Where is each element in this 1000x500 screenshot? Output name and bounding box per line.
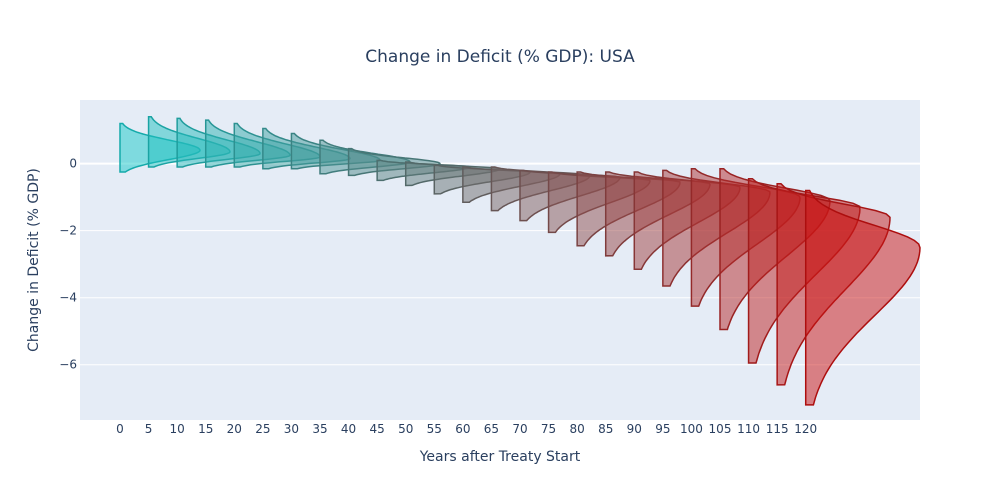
x-tick-label: 35 bbox=[312, 422, 327, 436]
y-tick-label: −2 bbox=[59, 224, 77, 238]
y-tick-label: −4 bbox=[59, 291, 77, 305]
violins bbox=[119, 115, 921, 406]
y-tick-label: 0 bbox=[69, 157, 77, 171]
x-tick-label: 15 bbox=[198, 422, 213, 436]
x-tick-label: 110 bbox=[737, 422, 760, 436]
x-tick-label: 60 bbox=[455, 422, 470, 436]
x-tick-label: 75 bbox=[541, 422, 556, 436]
x-tick-label: 0 bbox=[116, 422, 124, 436]
x-tick-label: 115 bbox=[766, 422, 789, 436]
x-tick-label: 55 bbox=[427, 422, 442, 436]
x-tick-label: 25 bbox=[255, 422, 270, 436]
x-tick-label: 95 bbox=[655, 422, 670, 436]
x-tick-label: 10 bbox=[170, 422, 185, 436]
x-tick-label: 100 bbox=[680, 422, 703, 436]
chart-title: Change in Deficit (% GDP): USA bbox=[365, 47, 635, 67]
x-tick-label: 105 bbox=[709, 422, 732, 436]
x-tick-label: 5 bbox=[145, 422, 153, 436]
x-tick-label: 85 bbox=[598, 422, 613, 436]
violin-120 bbox=[804, 189, 921, 406]
y-tick-labels: 0 −2 −4 −6 bbox=[59, 157, 77, 372]
x-tick-label: 65 bbox=[484, 422, 499, 436]
x-tick-label: 90 bbox=[627, 422, 642, 436]
x-tick-label: 45 bbox=[370, 422, 385, 436]
x-tick-label: 30 bbox=[284, 422, 299, 436]
x-tick-label: 20 bbox=[227, 422, 242, 436]
x-tick-label: 120 bbox=[794, 422, 817, 436]
x-tick-label: 70 bbox=[512, 422, 527, 436]
x-tick-label: 40 bbox=[341, 422, 356, 436]
x-tick-label: 80 bbox=[570, 422, 585, 436]
x-tick-label: 50 bbox=[398, 422, 413, 436]
x-axis-title: Years after Treaty Start bbox=[419, 449, 581, 465]
y-tick-label: −6 bbox=[59, 358, 77, 372]
x-tick-labels: 0 5 10 15 20 25 30 35 40 45 50 55 60 65 70 75 80 85 90 95 10… bbox=[116, 422, 817, 436]
y-axis-title: Change in Deficit (% GDP) bbox=[26, 168, 42, 352]
